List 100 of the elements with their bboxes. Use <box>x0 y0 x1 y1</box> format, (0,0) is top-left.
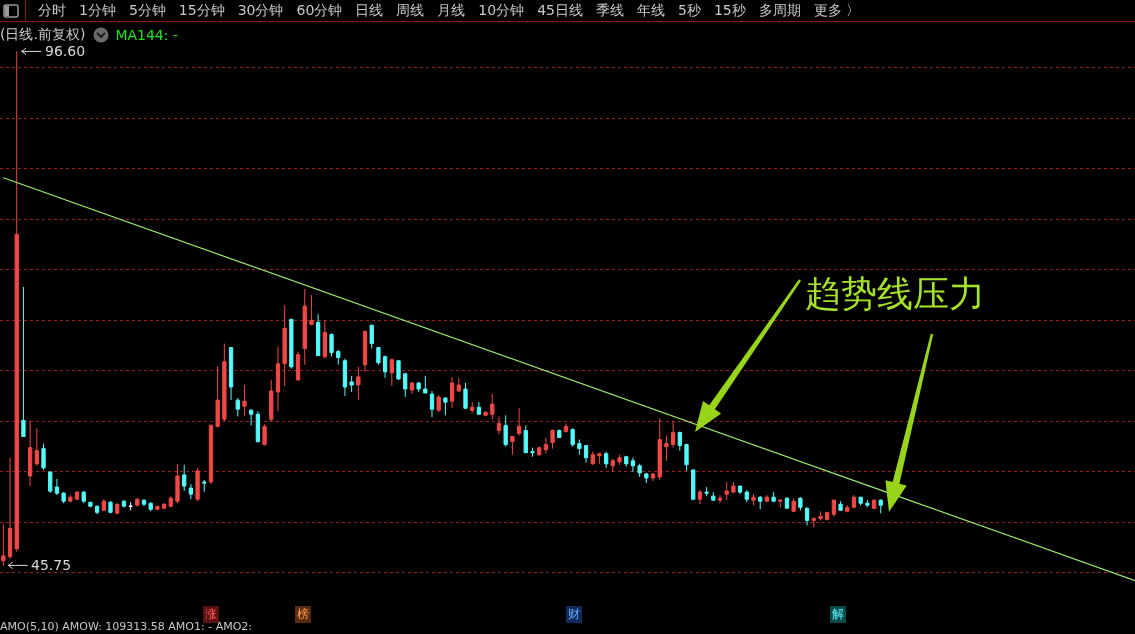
candlestick <box>436 394 441 413</box>
candlestick <box>155 505 160 511</box>
candlestick <box>403 372 408 398</box>
candlestick <box>537 446 542 457</box>
text: 更多 〉 <box>813 1 861 20</box>
text: 10分钟 <box>478 1 525 20</box>
candlestick <box>322 319 327 360</box>
candlestick <box>148 501 153 512</box>
candlestick <box>764 494 770 503</box>
candlestick <box>630 457 636 473</box>
candlestick <box>557 428 562 439</box>
candlestick <box>483 410 488 417</box>
candlestick <box>208 423 214 485</box>
candlestick <box>650 472 656 482</box>
candlestick <box>771 491 776 503</box>
candlestick <box>516 407 522 437</box>
text: 30分钟 <box>237 1 284 20</box>
candlestick <box>34 427 39 467</box>
text: 解 <box>830 606 846 623</box>
candlestick <box>697 489 703 505</box>
candlestick <box>590 451 595 466</box>
candlestick <box>563 422 569 433</box>
candlestick <box>409 381 415 395</box>
candlestick <box>577 439 582 456</box>
candlestick <box>737 485 743 495</box>
text: 5分钟 <box>128 1 166 20</box>
candlestick <box>731 481 736 494</box>
candlestick <box>456 377 461 393</box>
candlestick <box>269 379 274 422</box>
candlestick <box>416 381 421 393</box>
candlestick <box>798 496 803 511</box>
text: 60分钟 <box>296 1 343 20</box>
candlestick <box>443 396 448 416</box>
candlestick <box>255 410 260 444</box>
candlestick <box>724 481 729 501</box>
candlestick <box>356 366 361 401</box>
text: 日线 <box>355 1 384 20</box>
candlestick <box>329 332 334 358</box>
candlestick <box>543 437 549 455</box>
annotation: 96.60 <box>45 43 86 59</box>
text: 多周期 <box>758 1 801 20</box>
candlestick <box>476 401 482 415</box>
candlestick <box>758 495 763 510</box>
candlestick <box>309 294 314 326</box>
candlestick <box>503 414 508 448</box>
candlestick <box>135 497 140 507</box>
candlestick <box>751 493 756 506</box>
candlestick <box>202 479 207 493</box>
candlestick <box>342 358 348 397</box>
candlestick <box>262 423 267 447</box>
candlestick <box>878 498 883 514</box>
text: 榜 <box>295 606 311 623</box>
candlestick <box>68 494 73 503</box>
candlestick <box>449 376 455 409</box>
candlestick <box>28 419 33 487</box>
candlestick <box>282 304 287 387</box>
candlestick <box>121 499 127 508</box>
candlestick <box>61 491 66 504</box>
candlestick <box>215 365 220 428</box>
candlestick <box>550 428 555 450</box>
candlestick <box>182 464 187 492</box>
candlestick <box>81 490 86 504</box>
candlestick <box>289 318 294 370</box>
candlestick <box>41 443 46 471</box>
candlestick <box>396 360 401 381</box>
candlestick <box>295 351 301 382</box>
candlestick <box>670 420 676 449</box>
candlestick <box>604 451 609 469</box>
candlestick <box>14 50 19 553</box>
candlestick <box>235 397 240 417</box>
candlestick <box>610 458 615 473</box>
candlestick <box>316 313 321 357</box>
candlestick <box>101 498 106 512</box>
text: MA144: - <box>115 27 178 43</box>
annotation: 45.75 <box>31 557 72 573</box>
annotation: 趋势线压力 <box>805 272 985 316</box>
candlestick <box>784 496 790 509</box>
candlestick <box>818 510 823 521</box>
chart-title: (日线.前复权) <box>0 26 86 44</box>
candlestick <box>369 323 374 350</box>
candlestick <box>657 417 662 481</box>
candlestick <box>637 463 642 478</box>
candlestick <box>382 355 388 379</box>
text: AMO(5,10) AMOW: 109313.58 AMO1: - AMO2: <box>0 620 253 633</box>
candlestick <box>644 472 649 484</box>
candlestick <box>423 375 428 394</box>
text: 1分钟 <box>79 1 116 20</box>
candlestick <box>141 498 147 507</box>
candlestick <box>871 498 877 510</box>
candlestick <box>463 382 468 410</box>
text: 周线 <box>396 1 425 20</box>
candlestick <box>711 491 716 501</box>
candlestick <box>228 347 234 401</box>
candlestick <box>275 346 281 412</box>
candlestick <box>684 443 689 472</box>
candlestick <box>249 408 254 426</box>
candlestick <box>838 500 843 511</box>
candlestick <box>48 471 53 494</box>
candlestick <box>21 286 26 438</box>
candlestick <box>704 486 709 497</box>
